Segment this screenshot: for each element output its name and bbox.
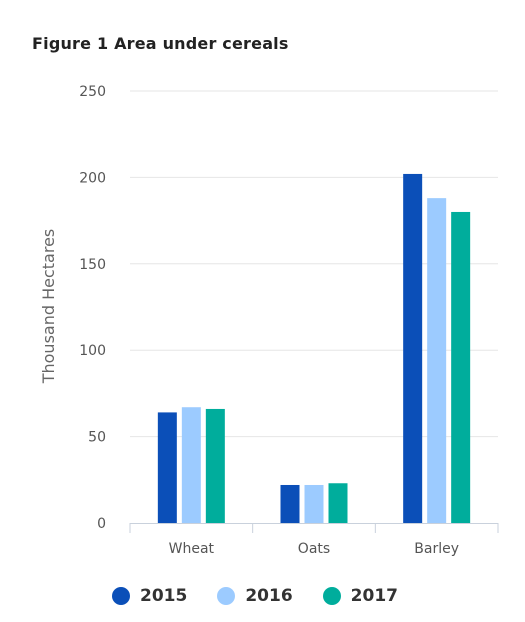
y-tick-label: 0	[97, 516, 106, 532]
legend-label: 2015	[140, 586, 188, 606]
legend-label: 2017	[350, 586, 398, 606]
bar-barley-2016	[427, 198, 447, 524]
legend-item-2017[interactable]: 2017	[322, 586, 398, 606]
bar-barley-2017	[451, 211, 471, 523]
legend-marker	[322, 587, 341, 605]
legend-label: 2016	[245, 586, 293, 606]
bar-barley-2015	[403, 173, 423, 523]
x-tick-label: Barley	[414, 541, 459, 557]
y-tick-label: 150	[79, 257, 106, 273]
legend-marker	[217, 587, 236, 605]
y-tick-label: 50	[88, 430, 106, 446]
legend-item-2015[interactable]: 2015	[112, 586, 187, 606]
legend-marker	[112, 587, 130, 605]
bars	[157, 173, 471, 524]
x-axis: Wheat Oats Barley	[129, 523, 499, 557]
bar-wheat-2015	[157, 412, 177, 523]
bar-oats-2017	[328, 483, 348, 523]
x-tick-label: Oats	[298, 541, 330, 557]
legend: 2015 2016 2017	[112, 586, 428, 606]
bar-oats-2016	[304, 484, 324, 523]
y-tick-label: 100	[79, 343, 106, 359]
bar-oats-2015	[280, 484, 300, 523]
x-tick-label: Wheat	[169, 541, 215, 557]
y-axis-title: Thousand Hectares	[39, 229, 58, 385]
bar-wheat-2017	[205, 408, 225, 523]
bar-wheat-2016	[181, 407, 201, 523]
y-axis-ticks: 0 50 100 150 200 250	[79, 84, 106, 532]
chart-title: Figure 1 Area under cereals	[32, 34, 289, 53]
y-tick-label: 200	[79, 170, 106, 186]
legend-item-2016[interactable]: 2016	[217, 586, 293, 606]
y-tick-label: 250	[79, 84, 106, 100]
